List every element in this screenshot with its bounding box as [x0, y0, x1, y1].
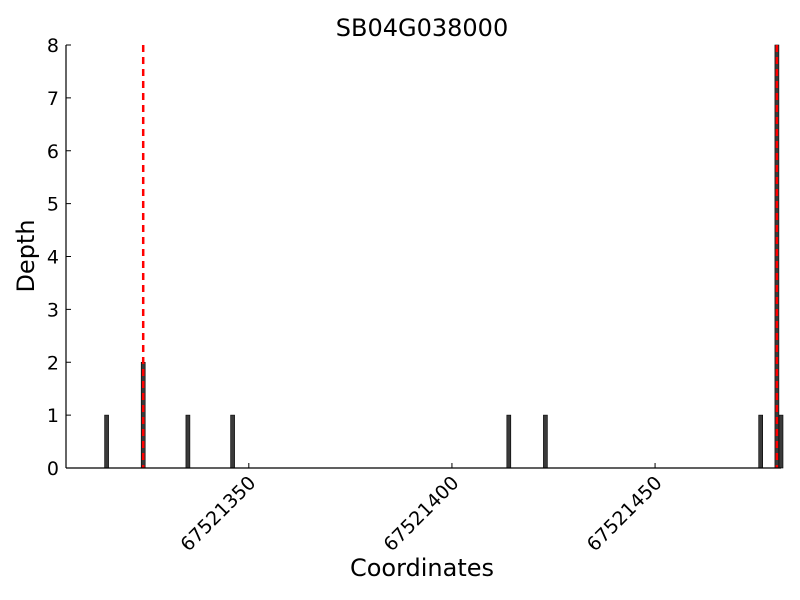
y-tick-label: 3	[47, 299, 59, 321]
x-ticks-group: 67521350 67521400 67521450	[176, 463, 667, 556]
depth-bar	[506, 414, 512, 469]
depth-bar	[543, 414, 548, 469]
depth-bar	[104, 414, 109, 469]
depth-bar	[140, 361, 146, 469]
axes-group	[65, 45, 781, 469]
x-axis-label: Coordinates	[350, 554, 494, 582]
y-tick-label: 1	[47, 405, 59, 427]
depth-bar	[758, 414, 764, 469]
x-tick-label: 67521400	[379, 472, 463, 556]
y-axis-label: Depth	[12, 219, 40, 292]
y-tick-label: 6	[47, 141, 59, 163]
y-ticks-group: 0 1 2 3 4 5 6 7 8	[47, 35, 71, 480]
depth-bar	[230, 414, 235, 469]
bars-group	[104, 44, 784, 469]
y-tick-label: 5	[47, 194, 59, 216]
y-tick-label: 2	[47, 352, 59, 374]
depth-bar	[778, 414, 784, 469]
chart-title: SB04G038000	[336, 14, 508, 42]
x-tick-label: 67521450	[583, 472, 667, 556]
depth-bar	[185, 414, 191, 469]
y-tick-label: 7	[47, 88, 59, 110]
x-tick-label: 67521350	[176, 472, 260, 556]
y-tick-label: 4	[47, 247, 59, 269]
marker-lines-group	[141, 45, 779, 468]
y-tick-label: 0	[47, 458, 59, 480]
y-tick-label: 8	[47, 35, 59, 57]
